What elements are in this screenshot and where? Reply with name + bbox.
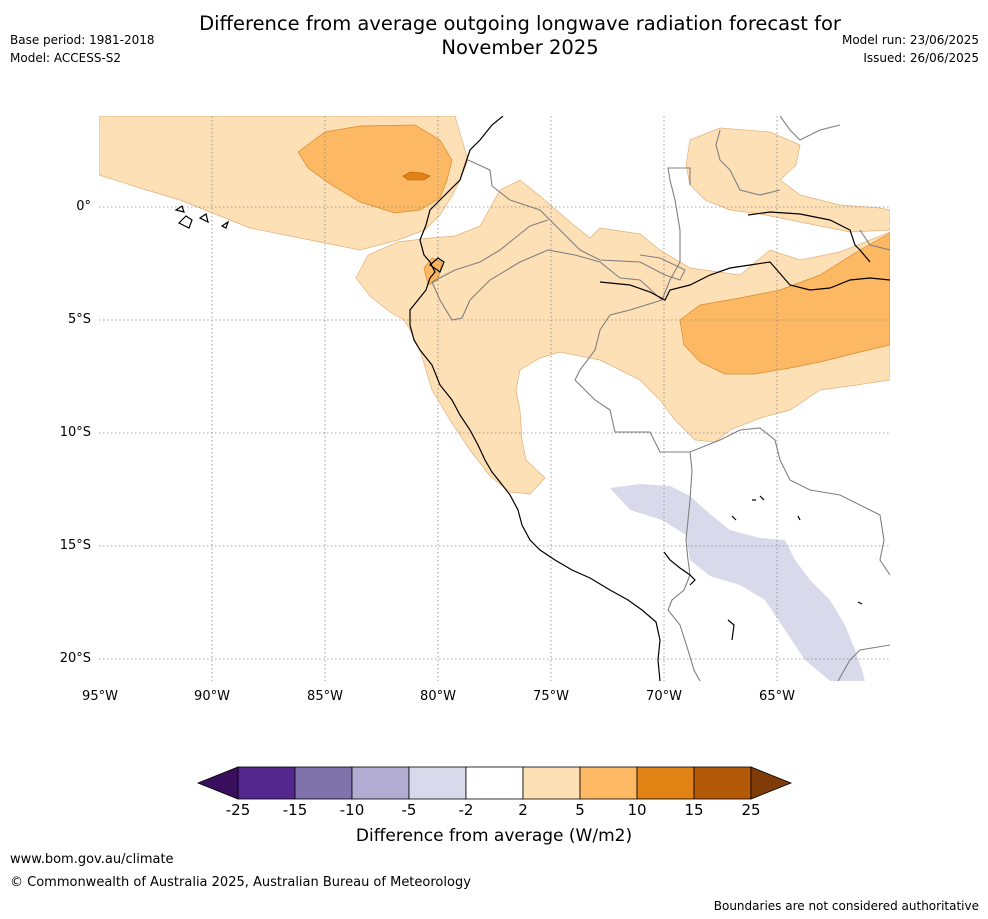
coastlines bbox=[174, 116, 890, 681]
colorbar-swatches bbox=[196, 766, 793, 800]
map-title: Difference from average outgoing longwav… bbox=[0, 12, 988, 60]
title-line-2: November 2025 bbox=[441, 36, 599, 59]
lat-label-5s: 5°S bbox=[67, 312, 91, 327]
colorbar-swatch bbox=[579, 766, 638, 800]
colorbar-swatch bbox=[522, 766, 581, 800]
colorbar-title: Difference from average (W/m2) bbox=[355, 826, 633, 846]
footer-disclaimer: Boundaries are not considered authoritat… bbox=[713, 899, 979, 913]
lon-label-75w: 75°W bbox=[533, 689, 569, 704]
colorbar-tick-label: -10 bbox=[339, 801, 365, 819]
colorbar bbox=[196, 766, 793, 800]
country-borders bbox=[431, 116, 890, 681]
lon-label-85w: 85°W bbox=[307, 689, 343, 704]
lon-label-80w: 80°W bbox=[420, 689, 456, 704]
meta-right: Model run: 23/06/2025 Issued: 26/06/2025 bbox=[842, 31, 979, 67]
lat-label-20s: 20°S bbox=[59, 651, 91, 666]
anomaly-region-light-orange bbox=[685, 127, 890, 233]
anomaly-region-light-purple bbox=[610, 484, 865, 681]
anomaly-region-dark-orange bbox=[402, 171, 431, 181]
colorbar-swatch bbox=[693, 766, 752, 800]
colorbar-swatch bbox=[294, 766, 353, 800]
meta-left: Base period: 1981-2018 Model: ACCESS-S2 bbox=[10, 31, 155, 67]
lon-label-65w: 65°W bbox=[759, 689, 795, 704]
lat-label-10s: 10°S bbox=[59, 425, 91, 440]
colorbar-tick-label: 15 bbox=[684, 801, 704, 819]
colorbar-tick-label: -5 bbox=[401, 801, 417, 819]
footer-copyright: © Commonwealth of Australia 2025, Austra… bbox=[10, 875, 471, 890]
issued-date: Issued: 26/06/2025 bbox=[863, 51, 979, 65]
map-area bbox=[99, 116, 890, 681]
title-line-1: Difference from average outgoing longwav… bbox=[199, 12, 841, 35]
model-name: Model: ACCESS-S2 bbox=[10, 51, 122, 65]
colorbar-swatch bbox=[408, 766, 467, 800]
colorbar-tick-label: 25 bbox=[741, 801, 761, 819]
colorbar-swatch bbox=[351, 766, 410, 800]
anomaly-region-orange bbox=[679, 232, 890, 375]
lon-label-90w: 90°W bbox=[194, 689, 230, 704]
lon-label-70w: 70°W bbox=[646, 689, 682, 704]
colorbar-tick-label: 5 bbox=[575, 801, 585, 819]
lat-label-15s: 15°S bbox=[59, 538, 91, 553]
footer-url: www.bom.gov.au/climate bbox=[10, 852, 174, 867]
colorbar-arrow-high bbox=[750, 766, 793, 800]
model-run: Model run: 23/06/2025 bbox=[841, 33, 979, 47]
colorbar-swatch bbox=[237, 766, 296, 800]
colorbar-tick-label: 10 bbox=[627, 801, 647, 819]
colorbar-tick-label: -2 bbox=[458, 801, 474, 819]
lon-label-95w: 95°W bbox=[82, 689, 118, 704]
colorbar-tick-label: 2 bbox=[518, 801, 528, 819]
colorbar-arrow-low bbox=[196, 766, 239, 800]
colorbar-tick-label: -15 bbox=[282, 801, 308, 819]
lat-label-0: 0° bbox=[76, 199, 91, 214]
colorbar-swatch bbox=[465, 766, 524, 800]
anomaly-region-orange bbox=[297, 124, 453, 214]
anomaly-region-light-orange bbox=[355, 179, 890, 495]
colorbar-tick-label: -25 bbox=[225, 801, 251, 819]
colorbar-swatch bbox=[636, 766, 695, 800]
base-period: Base period: 1981-2018 bbox=[10, 33, 155, 47]
